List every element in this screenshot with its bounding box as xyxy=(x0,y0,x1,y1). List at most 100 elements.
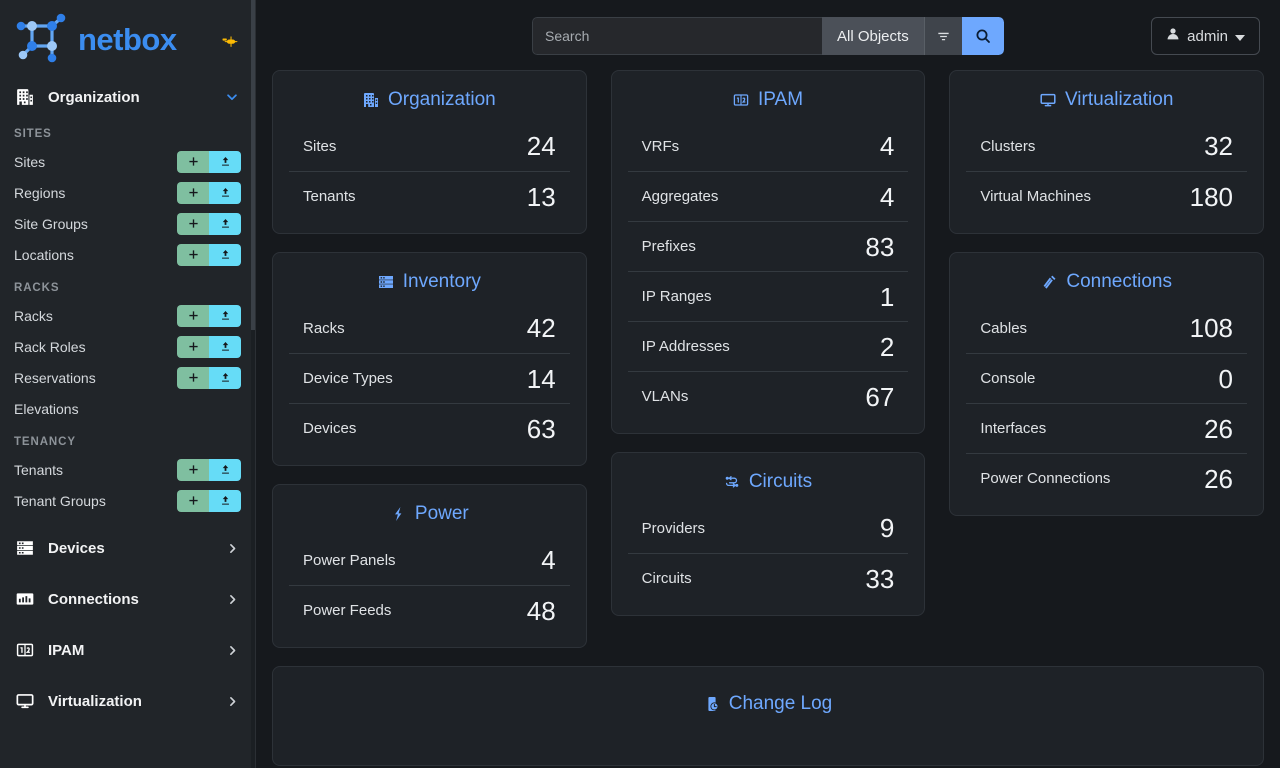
card-changelog-title[interactable]: Change Log xyxy=(289,685,1247,725)
stat-row[interactable]: IP Addresses 2 xyxy=(627,321,909,371)
sidebar-scrollbar-track[interactable] xyxy=(251,0,255,768)
sidebar-item-site-groups[interactable]: Site Groups xyxy=(0,208,255,239)
stat-row[interactable]: Console 0 xyxy=(966,353,1248,403)
stat-row[interactable]: Prefixes 83 xyxy=(627,221,909,271)
sidebar-scrollbar-thumb[interactable] xyxy=(251,0,255,330)
chevron-right-icon[interactable] xyxy=(226,542,239,555)
stat-row[interactable]: Providers 9 xyxy=(628,503,909,553)
sidebar-group-devices[interactable]: Devices xyxy=(0,529,255,567)
card-power-title[interactable]: Power xyxy=(289,495,570,535)
caret-down-icon xyxy=(1235,28,1245,45)
sidebar-group-virtualization[interactable]: Virtualization xyxy=(0,682,255,720)
sidebar-item-rack-roles[interactable]: Rack Roles xyxy=(0,331,255,362)
stat-row[interactable]: VLANs 67 xyxy=(627,371,909,421)
stat-row[interactable]: Devices 63 xyxy=(289,403,570,453)
sidebar-item-tenant-groups[interactable]: Tenant Groups xyxy=(0,485,255,516)
filter-icon[interactable] xyxy=(923,17,962,55)
import-reservations-button[interactable] xyxy=(209,366,241,389)
stat-row[interactable]: Cables 108 xyxy=(966,303,1247,353)
stat-row[interactable]: Aggregates 4 xyxy=(627,171,909,221)
stat-row[interactable]: Interfaces 26 xyxy=(966,403,1248,453)
add-sites-button[interactable] xyxy=(177,150,209,173)
brand[interactable]: netbox xyxy=(0,0,255,78)
search-scope-dropdown[interactable]: All Objects xyxy=(822,17,924,55)
add-reservations-button[interactable] xyxy=(177,366,209,389)
stat-label: Power Feeds xyxy=(303,602,392,619)
stat-row[interactable]: Circuits 33 xyxy=(627,553,909,603)
stat-row[interactable]: Racks 42 xyxy=(289,303,570,353)
chevron-right-icon[interactable] xyxy=(226,695,239,708)
card-inventory-title[interactable]: Inventory xyxy=(289,263,570,303)
add-regions-button[interactable] xyxy=(177,181,209,204)
import-racks-button[interactable] xyxy=(209,304,241,327)
chevron-down-icon[interactable] xyxy=(225,90,239,104)
sidebar-item-racks[interactable]: Racks xyxy=(0,300,255,331)
search-input[interactable] xyxy=(532,17,822,55)
stat-value: 32 xyxy=(1204,131,1234,161)
import-locations-button[interactable] xyxy=(209,243,241,266)
sidebar-group-label: IPAM xyxy=(48,641,85,659)
card-changelog: Change Log xyxy=(272,666,1264,766)
import-tenant-groups-button[interactable] xyxy=(209,489,241,512)
sidebar-item-regions[interactable]: Regions xyxy=(0,177,255,208)
stat-row[interactable]: Power Panels 4 xyxy=(289,535,570,585)
add-locations-button[interactable] xyxy=(177,243,209,266)
sidebar-group-label: Organization xyxy=(48,88,140,106)
add-racks-button[interactable] xyxy=(177,304,209,327)
stat-value: 33 xyxy=(865,563,895,594)
card-title-text: Inventory xyxy=(402,271,481,292)
card-organization-title[interactable]: Organization xyxy=(289,81,570,121)
chevron-right-icon[interactable] xyxy=(226,644,239,657)
user-menu-button[interactable]: admin xyxy=(1151,17,1260,55)
import-sites-button[interactable] xyxy=(209,150,241,173)
import-regions-button[interactable] xyxy=(209,181,241,204)
building-icon xyxy=(363,92,379,108)
stat-row[interactable]: Clusters 32 xyxy=(966,121,1247,171)
sidebar-item-sites[interactable]: Sites xyxy=(0,146,255,177)
chevron-right-icon[interactable] xyxy=(226,593,239,606)
card-virtualization-title[interactable]: Virtualization xyxy=(966,81,1247,121)
search-submit-button[interactable] xyxy=(961,17,1004,55)
sidebar-group-ipam[interactable]: IPAM xyxy=(0,631,255,669)
sidebar-item-reservations[interactable]: Reservations xyxy=(0,362,255,393)
card-ipam-title[interactable]: IPAM xyxy=(628,81,909,121)
stat-row[interactable]: VRFs 4 xyxy=(628,121,909,171)
stat-row[interactable]: Power Feeds 48 xyxy=(289,585,570,635)
import-rack-roles-button[interactable] xyxy=(209,335,241,358)
stat-value: 2 xyxy=(879,331,895,362)
stat-value: 67 xyxy=(865,381,895,412)
ipam-icon xyxy=(14,639,36,661)
add-tenant-groups-button[interactable] xyxy=(177,489,209,512)
topbar: All Objects admin xyxy=(256,0,1280,70)
stat-label: Interfaces xyxy=(980,420,1047,437)
add-rack-roles-button[interactable] xyxy=(177,335,209,358)
stat-row[interactable]: Sites 24 xyxy=(289,121,570,171)
sidebar-group-connections[interactable]: Connections xyxy=(0,580,255,618)
stat-row[interactable]: Power Connections 26 xyxy=(966,453,1248,503)
stat-value: 24 xyxy=(526,131,556,161)
sidebar-item-label: Site Groups xyxy=(14,215,88,232)
stat-value: 83 xyxy=(865,231,895,262)
add-tenants-button[interactable] xyxy=(177,458,209,481)
stat-row[interactable]: Tenants 13 xyxy=(289,171,570,221)
sidebar-group-label: Virtualization xyxy=(48,692,142,710)
import-site-groups-button[interactable] xyxy=(209,212,241,235)
card-inventory: Inventory Racks 42 Device Types 14 xyxy=(272,252,587,466)
card-title-text: Change Log xyxy=(728,693,833,714)
card-title-text: Organization xyxy=(387,89,496,110)
stat-row[interactable]: Virtual Machines 180 xyxy=(966,171,1248,221)
card-title-text: Circuits xyxy=(748,471,813,492)
pin-icon[interactable] xyxy=(222,31,239,48)
stat-row[interactable]: IP Ranges 1 xyxy=(627,271,909,321)
sidebar-item-tenants[interactable]: Tenants xyxy=(0,454,255,485)
card-circuits-title[interactable]: Circuits xyxy=(628,463,909,503)
card-connections-title[interactable]: Connections xyxy=(966,263,1247,303)
import-tenants-button[interactable] xyxy=(209,458,241,481)
sidebar-item-actions xyxy=(177,212,241,235)
sidebar-item-elevations[interactable]: Elevations xyxy=(0,393,255,424)
stat-row[interactable]: Device Types 14 xyxy=(289,353,570,403)
sidebar-item-locations[interactable]: Locations xyxy=(0,239,255,270)
dashboard-column-right: Virtualization Clusters 32 Virtual Machi… xyxy=(949,70,1265,516)
sidebar-group-organization[interactable]: Organization xyxy=(0,78,255,116)
add-site-groups-button[interactable] xyxy=(177,212,209,235)
